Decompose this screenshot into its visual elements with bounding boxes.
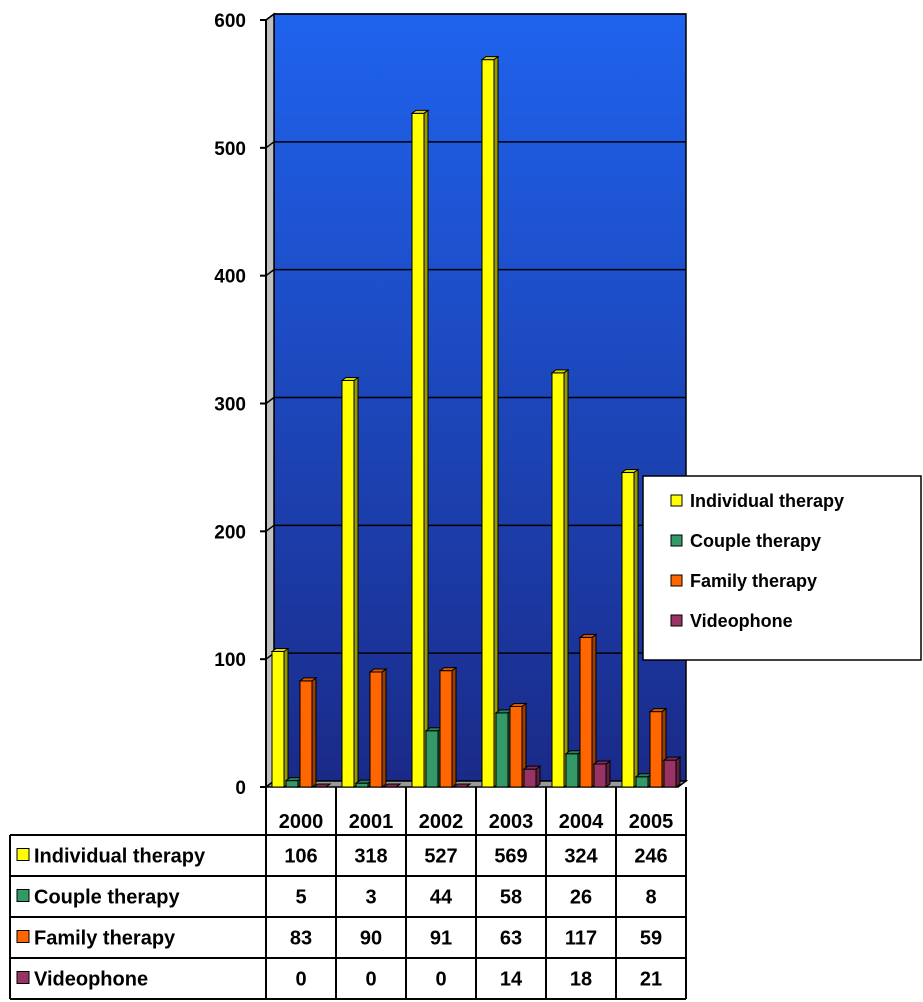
y-tick-label: 100 [214, 650, 246, 671]
y-tick-label: 300 [214, 395, 246, 416]
bar [662, 756, 682, 788]
legend: Individual therapy Couple therapy Family t… [642, 475, 922, 661]
bar [368, 667, 388, 788]
legend-item: Individual therapy [670, 491, 844, 511]
legend-swatch [670, 614, 683, 627]
table-cell: 18 [570, 969, 592, 991]
legend-swatch [670, 534, 683, 547]
table-cell: 8 [645, 887, 656, 909]
legend-label: Couple therapy [690, 531, 821, 551]
table-cell: 0 [365, 969, 376, 991]
table-series-label: Couple therapy [34, 887, 180, 909]
table-series-label: Videophone [34, 969, 148, 991]
table-cell: 90 [360, 928, 382, 950]
bar [480, 55, 500, 788]
legend-label: Videophone [690, 611, 793, 631]
x-tick-label: 2003 [489, 811, 534, 833]
table-cell: 3 [365, 887, 376, 909]
x-tick-label: 2001 [349, 811, 394, 833]
table-cell: 21 [640, 969, 662, 991]
bars [270, 55, 682, 788]
table-series-label: Individual therapy [34, 846, 206, 868]
legend-swatch [670, 494, 683, 507]
table-cell: 14 [500, 969, 523, 991]
table-cell: 0 [435, 969, 446, 991]
legend-label: Individual therapy [690, 491, 844, 511]
bar [270, 647, 290, 788]
y-axis: 0 100 200 300 400 500 600 [214, 11, 267, 799]
table-series-label: Family therapy [34, 928, 176, 950]
table-cell: 5 [295, 887, 306, 909]
bar [550, 368, 570, 788]
legend-swatch [670, 574, 683, 587]
bar [438, 666, 458, 788]
table-grid [9, 787, 687, 1000]
y-tick-label: 600 [214, 11, 246, 32]
x-tick-label: 2005 [629, 811, 674, 833]
bar [522, 765, 542, 788]
table-cell: 91 [430, 928, 452, 950]
bar [452, 783, 472, 788]
table-swatch [16, 971, 30, 984]
bar [648, 707, 668, 788]
table-swatch [16, 848, 30, 861]
bar [620, 468, 640, 788]
gridline [265, 141, 686, 149]
table-cell: 324 [564, 846, 598, 868]
gridline [265, 396, 686, 405]
table-cell: 26 [570, 887, 592, 909]
y-tick-label: 500 [214, 139, 246, 160]
data-table: 2000 2001 2002 2003 2004 2005 Individual thera… [9, 787, 687, 1000]
bar [340, 376, 360, 788]
y-tick-label: 400 [214, 267, 246, 288]
table-row: Individual therapy 106 318 527 569 324 246 [16, 846, 668, 868]
x-tick-label: 2002 [419, 811, 464, 833]
table-swatch [16, 930, 30, 943]
gridline [265, 268, 686, 277]
table-cell: 569 [494, 846, 527, 868]
table-cell: 527 [424, 846, 457, 868]
legend-item: Family therapy [670, 571, 817, 591]
legend-item: Couple therapy [670, 531, 821, 551]
table-row: Family therapy 83 90 91 63 117 59 [16, 928, 662, 950]
bar [592, 759, 612, 788]
table-cell: 106 [284, 846, 317, 868]
bar [578, 633, 598, 788]
bar [382, 783, 402, 788]
bar [298, 676, 318, 788]
gridline [265, 13, 686, 21]
gridline [265, 524, 686, 532]
table-cell: 63 [500, 928, 522, 950]
table-cell: 246 [634, 846, 667, 868]
bar [410, 109, 430, 788]
table-cell: 83 [290, 928, 312, 950]
table-cell: 59 [640, 928, 662, 950]
table-cell: 318 [354, 846, 387, 868]
table-row: Couple therapy 5 3 44 58 26 8 [16, 887, 657, 909]
x-tick-label: 2000 [279, 811, 324, 833]
x-tick-label: 2004 [559, 811, 604, 833]
bar [312, 783, 332, 788]
table-cell: 0 [295, 969, 306, 991]
table-cell: 44 [430, 887, 453, 909]
y-tick-label: 0 [235, 778, 246, 799]
table-row: Videophone 0 0 0 14 18 21 [16, 969, 662, 991]
legend-item: Videophone [670, 611, 793, 631]
legend-label: Family therapy [690, 571, 817, 591]
table-cell: 58 [500, 887, 522, 909]
table-cell: 117 [565, 928, 597, 950]
table-swatch [16, 889, 30, 902]
bar [508, 702, 528, 788]
y-tick-label: 200 [214, 522, 246, 543]
